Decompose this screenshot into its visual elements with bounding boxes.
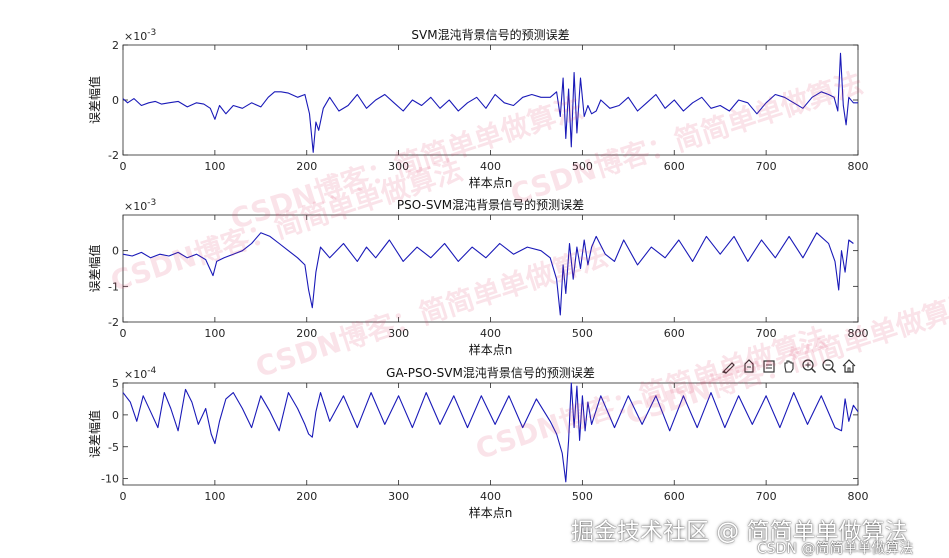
chart1-xtick-label: 800 [848, 160, 869, 173]
chart3-xtick-label: 0 [120, 490, 127, 503]
chart2-series-line-1 [122, 232, 854, 316]
chart3-xlabel: 样本点n [469, 505, 513, 520]
pan-icon[interactable] [780, 357, 798, 375]
axes-toolbar [720, 357, 858, 375]
chart3-xtick-label: 700 [756, 490, 777, 503]
chart2-exponent-label: ×10-3 [124, 198, 156, 213]
chart3-axes-box [122, 382, 859, 486]
home-icon[interactable] [840, 357, 858, 375]
chart3-xtick-label: 200 [296, 490, 317, 503]
export-icon[interactable] [760, 357, 778, 375]
chart3-ylabel: 误差幅值 [87, 410, 102, 458]
chart2-axes-box [122, 214, 859, 323]
zoom-in-icon[interactable] [800, 357, 818, 375]
chart1-xtick-label: 400 [480, 160, 501, 173]
chart1-title: SVM混沌背景信号的预测误差 [411, 27, 569, 42]
chart2-ytick-label: -2 [108, 316, 119, 329]
chart1-ytick-label: -2 [108, 149, 119, 162]
footer-brand: 掘金技术社区 @ 简简单单做算法 [571, 519, 908, 545]
chart1-ytick-label: 0 [112, 94, 119, 107]
chart2-ytick-label: 0 [112, 245, 119, 258]
chart1-xtick-label: 300 [388, 160, 409, 173]
chart1-xtick-label: 500 [572, 160, 593, 173]
chart1-xtick-label: 0 [120, 160, 127, 173]
chart1-xtick-label: 100 [204, 160, 225, 173]
chart1-exponent-label: ×10-3 [124, 28, 156, 43]
chart2-xtick-label: 300 [388, 327, 409, 340]
chart3-xtick-label: 500 [572, 490, 593, 503]
chart3-xtick-label: 300 [388, 490, 409, 503]
chart1-ytick-label: 2 [112, 39, 119, 52]
chart2-xtick-label: 400 [480, 327, 501, 340]
data-tips-icon[interactable] [740, 357, 758, 375]
chart3-ytick-label: -5 [108, 441, 119, 454]
chart3-ytick-label: -10 [101, 473, 119, 486]
chart2-title: PSO-SVM混沌背景信号的预测误差 [397, 197, 584, 212]
chart3-xtick-label: 400 [480, 490, 501, 503]
chart1-series-line-1 [122, 52, 858, 153]
chart1-axes-box [122, 44, 859, 156]
chart3-ytick-label: 5 [112, 377, 119, 390]
chart3-xtick-label: 600 [664, 490, 685, 503]
chart2-xtick-label: 600 [664, 327, 685, 340]
footer-csdn: CSDN @简简单单做算法 [757, 541, 914, 557]
chart1-xtick-label: 600 [664, 160, 685, 173]
chart2-xtick-label: 0 [120, 327, 127, 340]
chart1-xtick-label: 700 [756, 160, 777, 173]
chart1-ylabel: 误差幅值 [87, 76, 102, 124]
chart3-title: GA-PSO-SVM混沌背景信号的预测误差 [386, 365, 595, 380]
chart2-xtick-label: 800 [848, 327, 869, 340]
chart2-xtick-label: 200 [296, 327, 317, 340]
chart1-xtick-label: 200 [296, 160, 317, 173]
chart2-xtick-label: 500 [572, 327, 593, 340]
chart3-series-line-1 [122, 382, 859, 483]
chart2-xtick-label: 100 [204, 327, 225, 340]
chart3-ytick-label: 0 [112, 409, 119, 422]
chart3-exponent-label: ×10-4 [124, 366, 156, 381]
zoom-out-icon[interactable] [820, 357, 838, 375]
chart2-xtick-label: 700 [756, 327, 777, 340]
chart2-ytick-label: -1 [108, 280, 119, 293]
chart3-xtick-label: 100 [204, 490, 225, 503]
chart1-xlabel: 样本点n [469, 175, 513, 190]
brush-icon[interactable] [720, 357, 738, 375]
chart3-xtick-label: 800 [848, 490, 869, 503]
chart2-ylabel: 误差幅值 [87, 244, 102, 292]
chart2-xlabel: 样本点n [469, 342, 513, 357]
